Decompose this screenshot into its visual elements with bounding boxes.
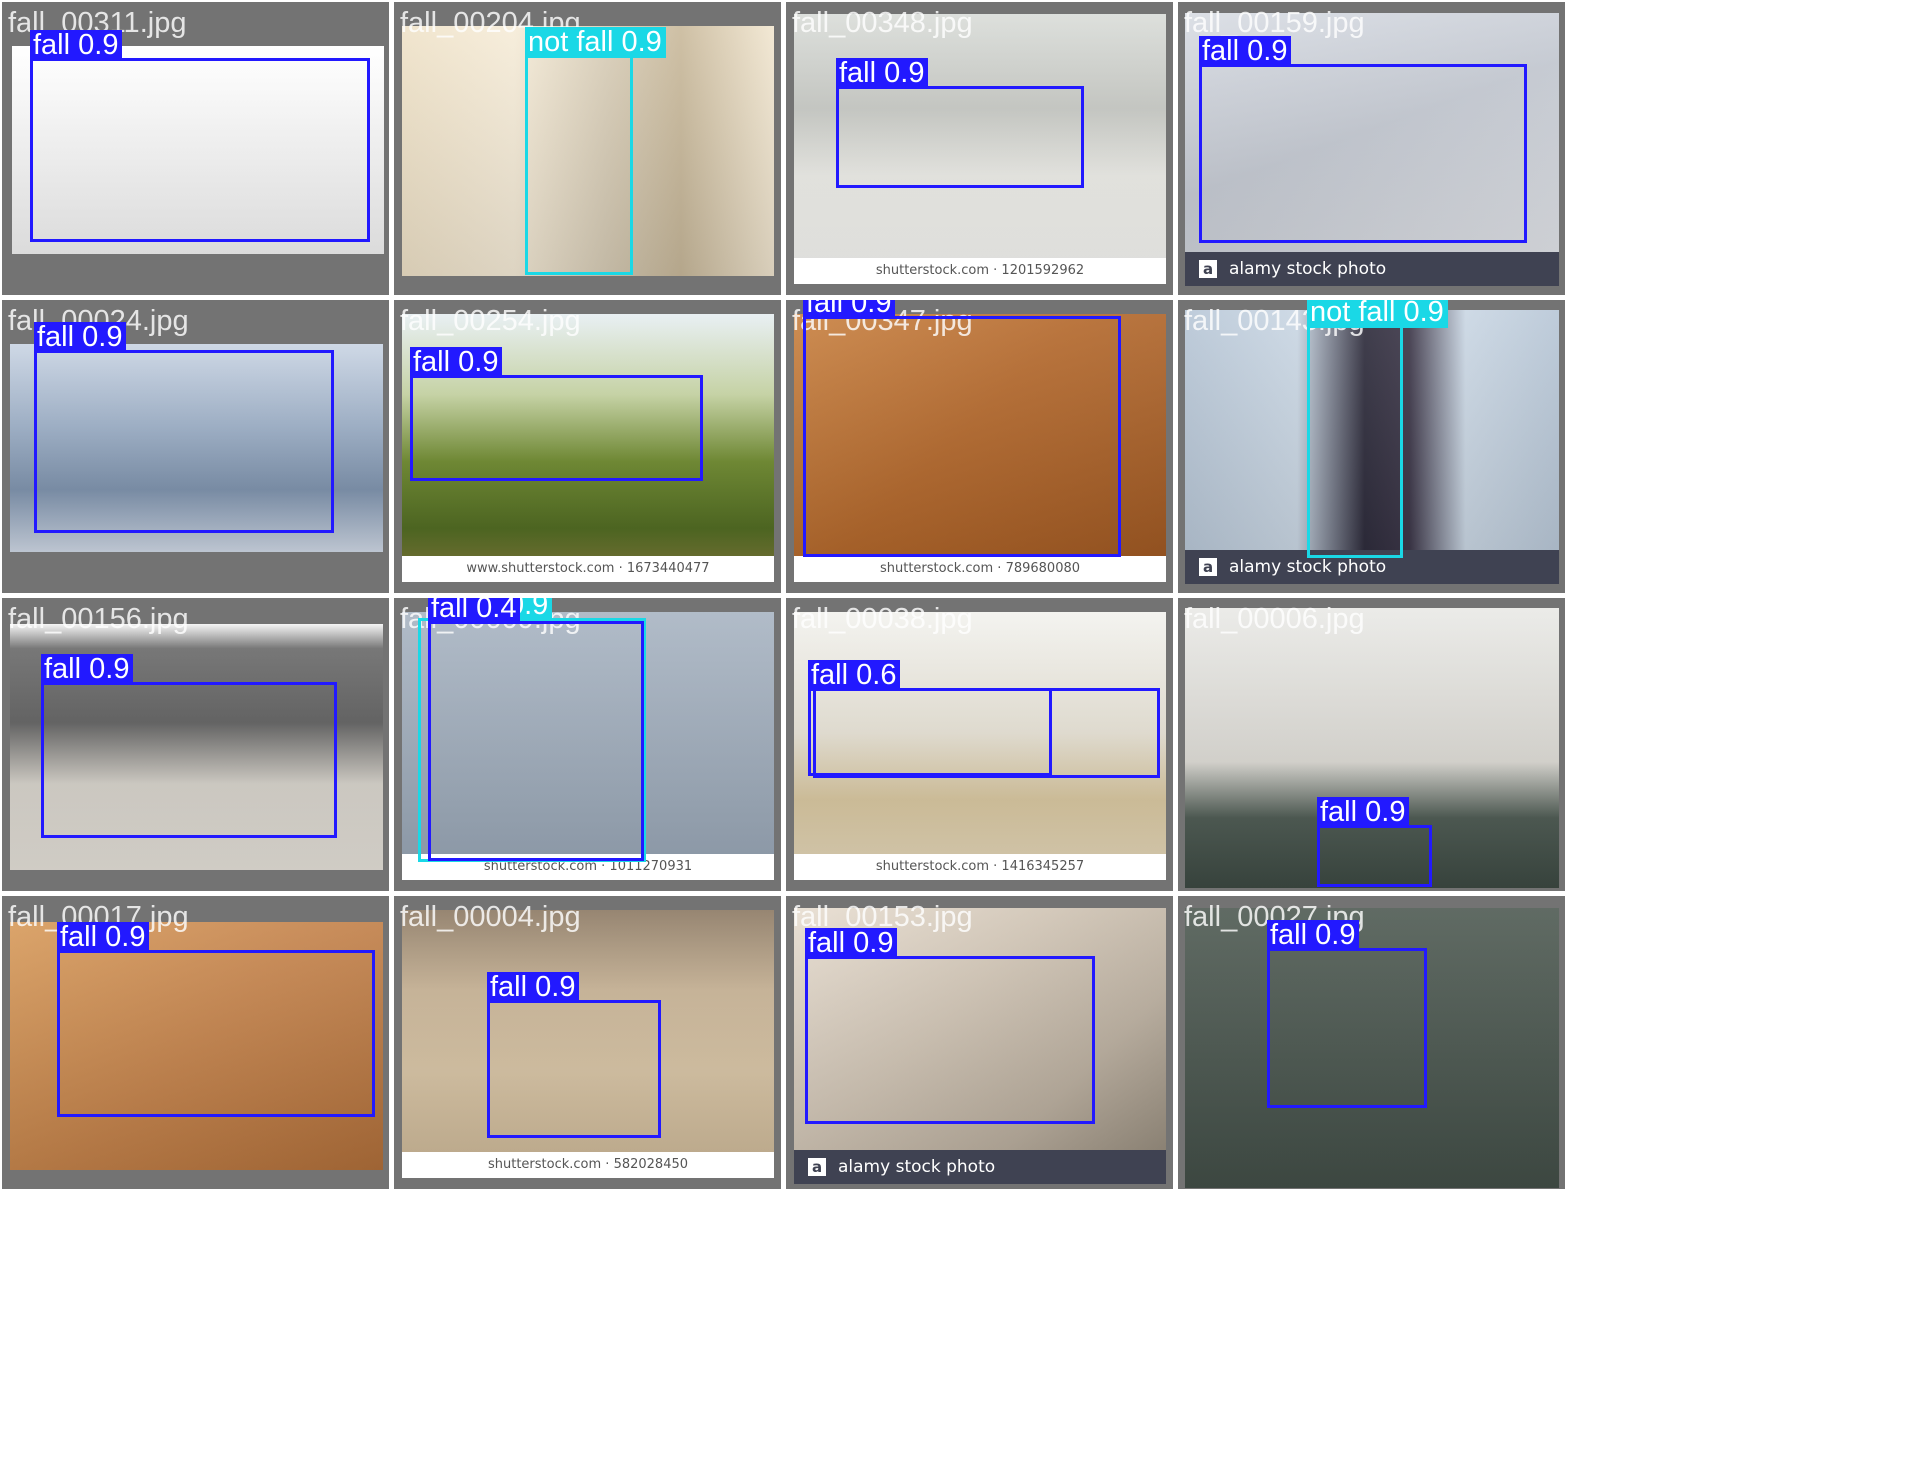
alamy-logo-icon: a xyxy=(808,1158,826,1176)
tile-10: shutterstock.com · 1011270931 fall_00009… xyxy=(394,598,781,891)
watermark-text: alamy stock photo xyxy=(1229,259,1387,279)
tile-filename: fall_00006.jpg xyxy=(1184,603,1365,635)
tile-4: a alamy stock photo fall_00159.jpg fall 0… xyxy=(1178,2,1565,295)
stock-watermark: shutterstock.com · 1416345257 xyxy=(794,854,1166,880)
detection-box xyxy=(813,688,1160,778)
detection-label: fall 0.9 xyxy=(41,654,134,685)
tile-filename: fall_00153.jpg xyxy=(792,901,973,933)
stock-watermark: shutterstock.com · 1201592962 xyxy=(794,258,1166,284)
detection-label: fall 0.6 xyxy=(808,660,901,691)
watermark-text: alamy stock photo xyxy=(838,1157,996,1177)
stock-watermark: a alamy stock photo xyxy=(794,1150,1166,1184)
tile-filename: fall_00004.jpg xyxy=(400,901,581,933)
tile-14: shutterstock.com · 582028450 fall_00004.… xyxy=(394,896,781,1189)
tile-12: fall_00006.jpg fall 0.9 xyxy=(1178,598,1565,891)
detection-box: fall 0.9 xyxy=(41,654,337,838)
watermark-text: alamy stock photo xyxy=(1229,557,1387,577)
tile-filename: fall_00159.jpg xyxy=(1184,7,1365,39)
detection-box: fall 0.9 xyxy=(1267,920,1427,1108)
tile-filename: fall_00254.jpg xyxy=(400,305,581,337)
alamy-logo-icon: a xyxy=(1199,260,1217,278)
detection-label: fall 0.4 xyxy=(428,598,521,624)
detection-label: fall 0.9 xyxy=(803,300,896,319)
tile-16: fall_00027.jpg fall 0.9 xyxy=(1178,896,1565,1189)
stock-watermark: shutterstock.com · 789680080 xyxy=(794,556,1166,582)
tile-15: a alamy stock photo fall_00153.jpg fall 0… xyxy=(786,896,1173,1189)
detection-label: fall 0.9 xyxy=(1199,36,1292,67)
detection-box: fall 0.9 xyxy=(34,322,334,533)
detection-box: fall 0.9 xyxy=(30,30,370,242)
tile-13: fall_00017.jpg fall 0.9 xyxy=(2,896,389,1189)
tile-filename: fall_00348.jpg xyxy=(792,7,973,39)
tile-photo xyxy=(402,26,774,276)
detection-box: fall 0.9 xyxy=(57,922,375,1117)
detection-box: fall 0.9 xyxy=(410,347,703,481)
tile-photo: shutterstock.com · 1011270931 xyxy=(402,612,774,880)
stock-watermark: shutterstock.com · 582028450 xyxy=(402,1152,774,1178)
detection-label: not fall 0.9 xyxy=(1307,300,1448,328)
tile-photo: a alamy stock photo xyxy=(1185,310,1559,584)
detection-box: not fall 0.9 xyxy=(1307,300,1448,558)
tile-filename: fall_00156.jpg xyxy=(8,603,189,635)
detection-box: fall 0.9 xyxy=(805,928,1095,1124)
tile-photo xyxy=(10,344,383,552)
detection-box: fall 0.4 xyxy=(428,598,644,861)
detection-box: fall 0.9 xyxy=(1317,797,1432,887)
tile-3: shutterstock.com · 1201592962 fall_00348… xyxy=(786,2,1173,295)
detection-label: fall 0.9 xyxy=(1317,797,1410,828)
tile-2: fall_00204.jpg not fall 0.9 xyxy=(394,2,781,295)
alamy-logo-icon: a xyxy=(1199,558,1217,576)
detection-label: fall 0.9 xyxy=(487,972,580,1003)
tile-photo xyxy=(1185,908,1559,1188)
detection-label: fall 0.9 xyxy=(410,347,503,378)
stock-watermark: a alamy stock photo xyxy=(1185,252,1559,286)
tile-filename: fall_00038.jpg xyxy=(792,603,973,635)
tile-8: a alamy stock photo fall_00143.jpg not fa… xyxy=(1178,300,1565,593)
tile-9: fall_00156.jpg fall 0.9 xyxy=(2,598,389,891)
tile-1: fall_00311.jpg fall 0.9 xyxy=(2,2,389,295)
detection-label: fall 0.9 xyxy=(30,30,123,61)
tile-7: shutterstock.com · 789680080 fall_00347.… xyxy=(786,300,1173,593)
detection-box: fall 0.9 xyxy=(487,972,661,1138)
detection-label: fall 0.9 xyxy=(805,928,898,959)
detection-box: fall 0.9 xyxy=(836,58,1084,188)
tile-photo: shutterstock.com · 582028450 xyxy=(402,910,774,1178)
detection-label: fall 0.9 xyxy=(836,58,929,89)
detection-box: not fall 0.9 xyxy=(525,27,666,275)
detection-label: not fall 0.9 xyxy=(525,27,666,58)
tile-photo xyxy=(10,922,383,1170)
tile-6: www.shutterstock.com · 1673440477 fall_0… xyxy=(394,300,781,593)
detection-box: fall 0.9 xyxy=(803,300,1121,557)
stock-watermark: www.shutterstock.com · 1673440477 xyxy=(402,556,774,582)
tile-5: fall_00024.jpg fall 0.9 xyxy=(2,300,389,593)
tile-11: shutterstock.com · 1416345257 fall_00038… xyxy=(786,598,1173,891)
tile-photo: shutterstock.com · 1416345257 xyxy=(794,612,1166,880)
tile-photo: shutterstock.com · 789680080 xyxy=(794,314,1166,582)
tile-photo xyxy=(12,46,384,254)
detection-box: fall 0.9 xyxy=(1199,36,1527,243)
detection-label: fall 0.9 xyxy=(57,922,150,953)
detection-label: fall 0.9 xyxy=(34,322,127,353)
detection-label: fall 0.9 xyxy=(1267,920,1360,951)
tile-photo xyxy=(1185,608,1559,888)
